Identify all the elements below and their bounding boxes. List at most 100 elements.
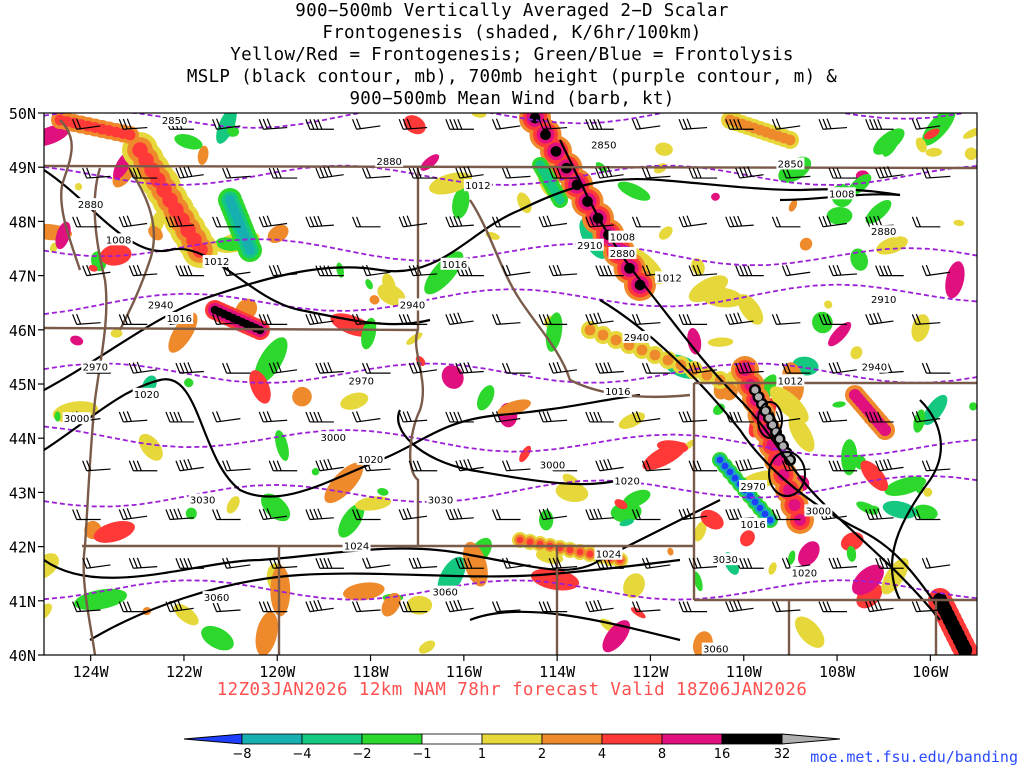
- lat-label: 49N: [9, 159, 36, 177]
- shading-cell: [555, 195, 565, 205]
- shading-cell: [255, 611, 278, 655]
- wind-barb: [305, 119, 334, 130]
- height-label-text: 3000: [321, 433, 346, 444]
- barb-feather: [216, 216, 222, 228]
- credit-link[interactable]: moe.met.fsu.edu/banding: [810, 748, 1018, 766]
- shading-cell: [754, 393, 763, 401]
- barb-feather: [869, 119, 875, 130]
- barb-feather: [495, 118, 502, 129]
- height-label-bg: [575, 238, 604, 251]
- height-label: 2880: [76, 198, 105, 211]
- barb-feather: [128, 460, 134, 471]
- wind-barb: [491, 509, 521, 521]
- barb-feather: [678, 119, 684, 130]
- shading-cell: [915, 137, 927, 153]
- barb-feather: [826, 601, 832, 612]
- barb-feather: [607, 458, 613, 470]
- wind-barb: [828, 557, 858, 569]
- barb-feather: [696, 361, 702, 373]
- barb-feather: [556, 361, 562, 373]
- barb-feather: [313, 119, 319, 130]
- barb-feather: [319, 265, 325, 276]
- barb-feather: [836, 264, 842, 276]
- barb-feather: [775, 118, 781, 129]
- barb-feather: [696, 460, 702, 471]
- mslp-label: 1008: [608, 230, 637, 244]
- wind-barb: [258, 314, 288, 325]
- wind-barb: [315, 558, 344, 569]
- wind-barb: [595, 558, 624, 569]
- mslp-label: 1024: [342, 539, 371, 553]
- barb-feather: [641, 265, 648, 276]
- barb-feather: [607, 166, 613, 177]
- barb-feather: [631, 314, 638, 325]
- shading-cell: [582, 196, 593, 207]
- barb-feather: [309, 313, 315, 325]
- colorbar-segment: [421, 733, 483, 745]
- barb-feather: [678, 509, 684, 520]
- barb-feather: [635, 118, 641, 129]
- barb-feather: [463, 166, 469, 178]
- height-label-bg: [701, 642, 730, 655]
- barb-feather: [739, 265, 745, 276]
- barb-feather: [599, 265, 605, 276]
- wind-barb: [315, 458, 344, 472]
- shading-cell: [850, 248, 868, 271]
- barb-feather: [735, 265, 741, 276]
- barb-feather: [187, 458, 193, 470]
- height-label: 2850: [160, 114, 189, 127]
- barb-feather: [459, 167, 465, 178]
- wind-barb: [921, 264, 951, 277]
- barb-feather: [449, 313, 455, 325]
- mslp-label-text: 1008: [829, 189, 854, 200]
- border-line: [82, 167, 108, 655]
- barb-feather: [216, 313, 222, 325]
- shading-cell: [192, 242, 208, 258]
- barb-feather: [412, 362, 418, 373]
- barb-feather: [688, 362, 694, 374]
- barb-feather: [546, 118, 552, 129]
- barb-feather: [775, 601, 781, 612]
- barb-feather: [179, 558, 185, 569]
- shading-cell: [138, 433, 163, 461]
- barb-feather: [879, 459, 885, 471]
- barb-feather: [179, 362, 185, 374]
- barb-feather: [276, 264, 282, 276]
- barb-feather: [548, 558, 554, 569]
- barb-feather: [873, 508, 879, 520]
- barb-feather: [688, 460, 694, 471]
- barb-feather: [136, 460, 142, 471]
- wind-barb: [128, 460, 158, 472]
- barb-feather: [883, 265, 889, 276]
- barb-feather: [743, 558, 749, 569]
- shading-cell: [124, 129, 136, 141]
- wind-barb: [911, 313, 941, 325]
- wind-barb: [491, 313, 521, 325]
- barb-feather: [597, 215, 603, 227]
- barb-feather: [585, 119, 591, 130]
- barb-feather: [747, 362, 753, 373]
- barb-feather: [319, 558, 325, 569]
- shading-cell: [201, 625, 234, 651]
- lon-label: 108W: [819, 663, 856, 681]
- barb-feather: [315, 558, 321, 569]
- barb-feather: [179, 167, 185, 178]
- barb-feather: [187, 265, 193, 276]
- barb-feather: [585, 216, 591, 228]
- barb-feather: [595, 362, 601, 374]
- shading-cell: [197, 145, 209, 165]
- barb-feather: [173, 508, 179, 520]
- barb-feather: [212, 509, 218, 520]
- colorbar-arrow-low: [183, 733, 243, 745]
- barb-feather: [76, 216, 82, 228]
- shading-cell: [44, 124, 70, 147]
- barb-feather: [187, 558, 193, 569]
- wind-barb: [82, 264, 111, 277]
- barb-feather: [136, 557, 142, 568]
- barb-feather: [169, 508, 175, 520]
- height-label-bg: [538, 458, 567, 471]
- barb-feather: [132, 460, 138, 471]
- barb-feather: [875, 558, 881, 569]
- shading-cell: [377, 283, 406, 306]
- barb-feather: [775, 509, 781, 520]
